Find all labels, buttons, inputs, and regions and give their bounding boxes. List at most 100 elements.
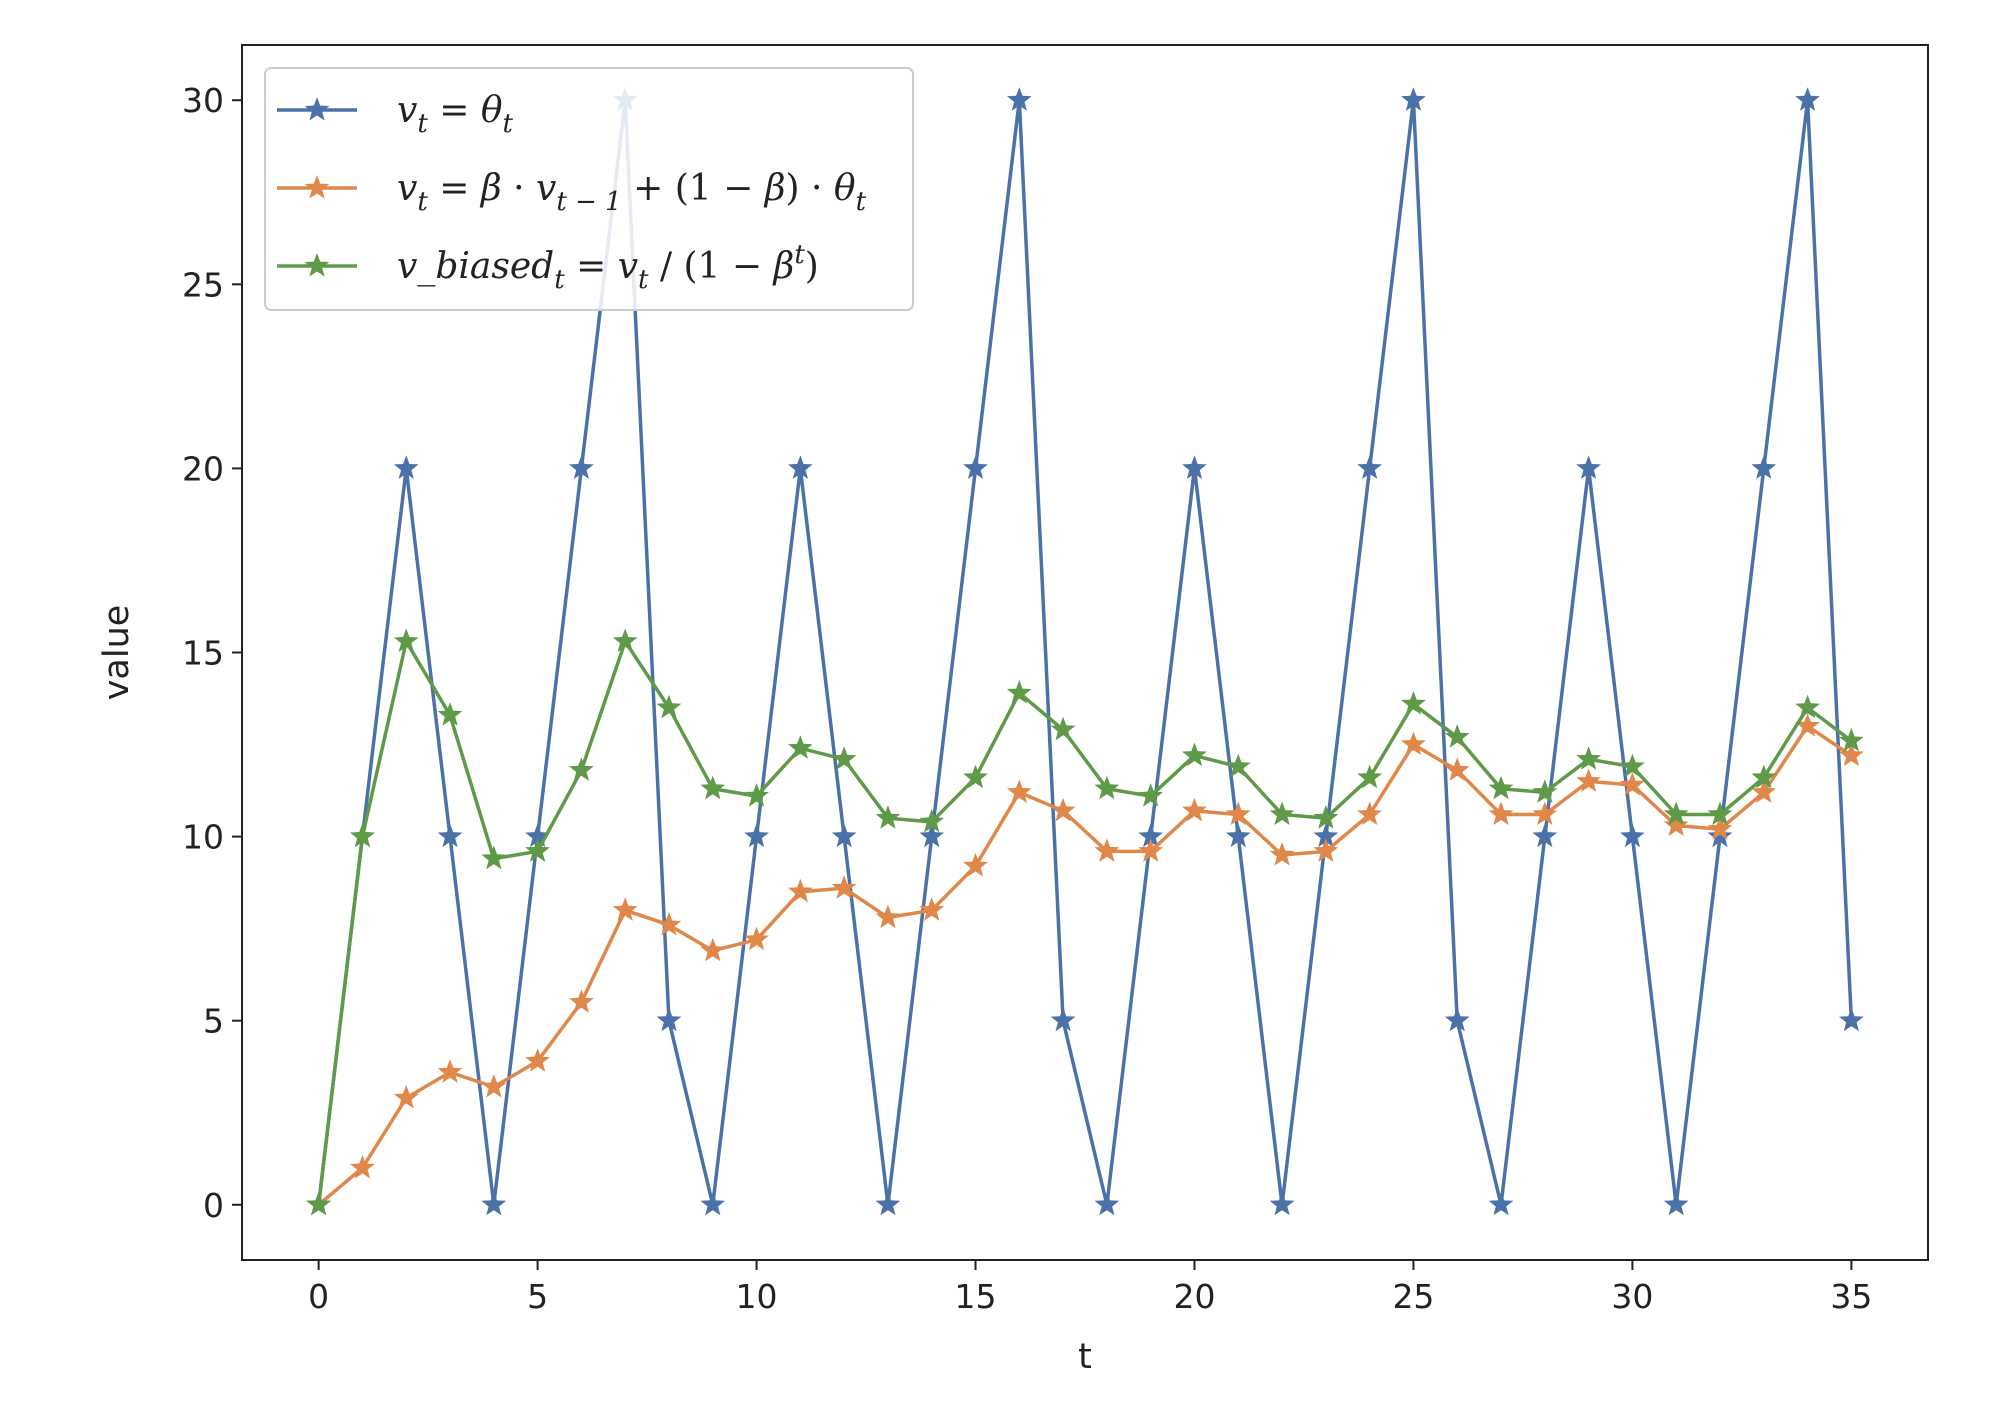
data-point-marker	[437, 823, 463, 848]
data-point-marker	[1532, 779, 1558, 803]
legend: vt = θt vt = β · vt − 1 + (1 − β) · θt v_b…	[264, 67, 914, 311]
data-point-marker	[1182, 455, 1207, 479]
data-point-marker	[1795, 713, 1820, 737]
data-point-marker	[1357, 764, 1383, 789]
data-point-marker	[875, 805, 901, 829]
data-point-marker	[569, 757, 594, 781]
legend-label: vt = β · vt − 1 + (1 − β) · θt	[397, 168, 867, 217]
series-layer	[306, 87, 1864, 1216]
data-point-marker	[1839, 742, 1864, 767]
data-point-marker	[1751, 779, 1777, 803]
data-point-marker	[306, 1191, 331, 1216]
data-point-marker	[1313, 823, 1339, 848]
data-point-marker	[1488, 801, 1514, 826]
data-point-marker	[437, 1059, 463, 1083]
data-point-marker	[1006, 87, 1032, 111]
legend-marker	[304, 253, 330, 277]
data-point-marker	[481, 845, 507, 870]
data-point-marker	[1357, 455, 1383, 479]
data-point-marker	[1357, 801, 1383, 826]
legend-label: v_biasedt = vt / (1 − βt)	[397, 240, 819, 295]
data-point-marker	[393, 1085, 419, 1109]
data-point-marker	[1444, 724, 1470, 748]
data-point-marker	[1751, 764, 1777, 789]
data-point-marker	[393, 455, 419, 479]
data-point-marker	[1050, 716, 1076, 741]
data-point-marker	[1006, 779, 1032, 803]
data-point-marker	[1488, 1191, 1514, 1216]
x-tick-label: 35	[1830, 1277, 1872, 1316]
x-tick-label: 15	[955, 1277, 997, 1316]
data-point-marker	[1532, 823, 1558, 848]
data-point-marker	[919, 823, 945, 848]
data-point-marker	[875, 1191, 901, 1216]
data-point-marker	[1138, 823, 1164, 848]
data-point-marker	[612, 897, 638, 921]
data-point-marker	[1050, 797, 1076, 822]
data-point-marker	[1269, 842, 1295, 866]
legend-item-2: vt = β · vt − 1 + (1 − β) · θt	[277, 168, 867, 217]
data-point-marker	[393, 628, 419, 652]
data-point-marker	[1663, 801, 1689, 826]
data-point-marker	[1094, 775, 1120, 800]
data-point-marker	[1532, 801, 1558, 826]
data-point-marker	[1225, 823, 1251, 848]
data-point-marker	[831, 875, 857, 899]
x-axis: 0 5 10 15 20 25 30 35	[308, 1260, 1872, 1316]
y-tick-label: 20	[182, 449, 224, 488]
data-point-marker	[744, 823, 769, 848]
data-point-marker	[1707, 816, 1733, 840]
data-point-marker	[1576, 746, 1601, 770]
data-point-marker	[525, 1048, 550, 1072]
data-point-marker	[350, 1154, 375, 1179]
data-point-marker	[525, 823, 550, 848]
y-tick-label: 0	[203, 1186, 224, 1225]
x-tick-label: 30	[1611, 1277, 1653, 1316]
data-point-marker	[1707, 823, 1733, 848]
data-point-marker	[525, 838, 550, 862]
data-point-marker	[1401, 731, 1426, 756]
data-point-marker	[350, 823, 375, 848]
data-point-marker	[569, 989, 594, 1013]
data-point-marker	[700, 937, 726, 962]
series-line	[316, 98, 1854, 1207]
data-point-marker	[963, 455, 988, 479]
legend-marker	[304, 97, 330, 121]
data-point-marker	[1839, 727, 1864, 752]
data-point-marker	[1182, 797, 1207, 822]
y-axis-label: value	[97, 605, 137, 701]
data-point-marker	[787, 735, 813, 759]
x-tick-label: 5	[527, 1277, 548, 1316]
y-tick-label: 5	[203, 1002, 224, 1041]
data-point-marker	[1707, 801, 1733, 826]
data-point-marker	[1795, 87, 1820, 111]
data-point-marker	[744, 783, 769, 807]
data-point-marker	[1269, 801, 1295, 826]
legend-item-3: v_biasedt = vt / (1 − βt)	[277, 240, 819, 295]
data-point-marker	[1839, 1007, 1864, 1032]
data-point-marker	[1313, 805, 1339, 829]
legend-box	[264, 67, 914, 311]
data-point-marker	[1094, 838, 1120, 862]
legend-marker	[304, 175, 330, 199]
data-point-marker	[656, 1007, 682, 1032]
data-point-marker	[1006, 680, 1032, 704]
data-point-marker	[1663, 812, 1689, 837]
data-point-marker	[1182, 742, 1207, 767]
data-point-marker	[1225, 753, 1251, 778]
y-tick-label: 25	[182, 265, 224, 304]
data-point-marker	[787, 878, 813, 903]
data-point-marker	[437, 702, 463, 726]
data-point-marker	[1620, 753, 1645, 778]
data-point-marker	[1488, 775, 1514, 800]
x-tick-label: 0	[308, 1277, 329, 1316]
data-point-marker	[1444, 1007, 1470, 1032]
x-axis-label: t	[1078, 1337, 1092, 1377]
y-tick-label: 15	[182, 634, 224, 673]
data-point-marker	[1795, 694, 1820, 719]
data-point-marker	[481, 1073, 507, 1098]
data-point-marker	[1576, 455, 1601, 479]
x-tick-label: 25	[1392, 1277, 1434, 1316]
